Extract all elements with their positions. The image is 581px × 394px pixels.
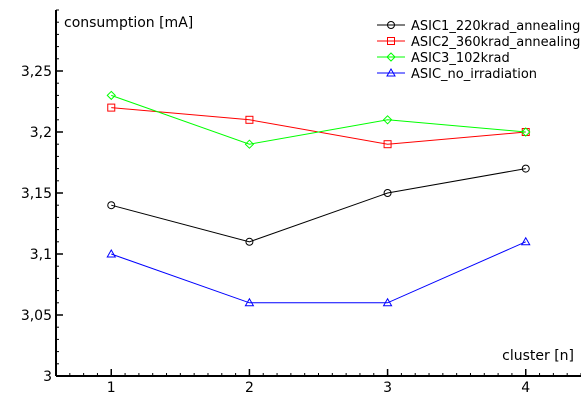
data-point	[106, 90, 116, 101]
data-point	[382, 297, 393, 307]
y-tick-label: 3,2	[30, 125, 52, 141]
data-point	[244, 139, 255, 149]
y-tick-label: 3,15	[21, 186, 52, 202]
y-tick-label: 3,05	[21, 308, 52, 324]
series-3	[106, 236, 531, 307]
legend-label: ASIC3_102krad	[411, 51, 510, 66]
y-tick-label: 3	[43, 369, 52, 385]
legend-label: ASIC_no_irradiation	[411, 67, 537, 82]
series-2	[106, 90, 531, 149]
series-line	[111, 107, 526, 145]
x-axis: 1 2 3 4	[55, 369, 581, 394]
series-line	[111, 168, 526, 243]
data-point	[383, 189, 392, 197]
data-point	[382, 115, 393, 125]
x-tick-label: 2	[245, 380, 254, 394]
legend-marker	[386, 52, 396, 62]
legend-label: ASIC1_220krad_annealing	[411, 19, 580, 34]
y-tick-label: 3,25	[21, 64, 52, 80]
data-point	[245, 115, 254, 124]
data-point	[245, 237, 254, 246]
series-line	[111, 94, 526, 145]
legend-marker	[387, 21, 395, 29]
y-tick-label: 3,1	[30, 247, 52, 263]
data-point	[383, 140, 392, 149]
x-tick-label: 4	[521, 380, 530, 394]
series-0	[107, 164, 530, 246]
y-axis: 3 3,05 3,1 3,15 3,2 3,25	[21, 9, 63, 385]
data-point	[521, 164, 530, 173]
legend-marker	[387, 37, 395, 45]
x-tick-label: 3	[383, 380, 392, 394]
data-point	[107, 103, 116, 112]
legend-label: ASIC2_360krad_annealing	[411, 35, 580, 50]
data-point	[107, 201, 116, 210]
data-point	[106, 248, 117, 258]
y-axis-title: consumption [mA]	[64, 15, 193, 31]
series-line	[111, 241, 526, 304]
legend: ASIC1_220krad_annealingASIC2_360krad_ann…	[377, 19, 580, 82]
data-point	[521, 127, 531, 137]
data-point	[244, 297, 255, 307]
legend-marker	[386, 67, 396, 77]
data-point	[520, 236, 531, 246]
x-tick-label: 1	[107, 380, 116, 394]
x-axis-title: cluster [n]	[502, 348, 574, 364]
series-1	[107, 103, 530, 149]
